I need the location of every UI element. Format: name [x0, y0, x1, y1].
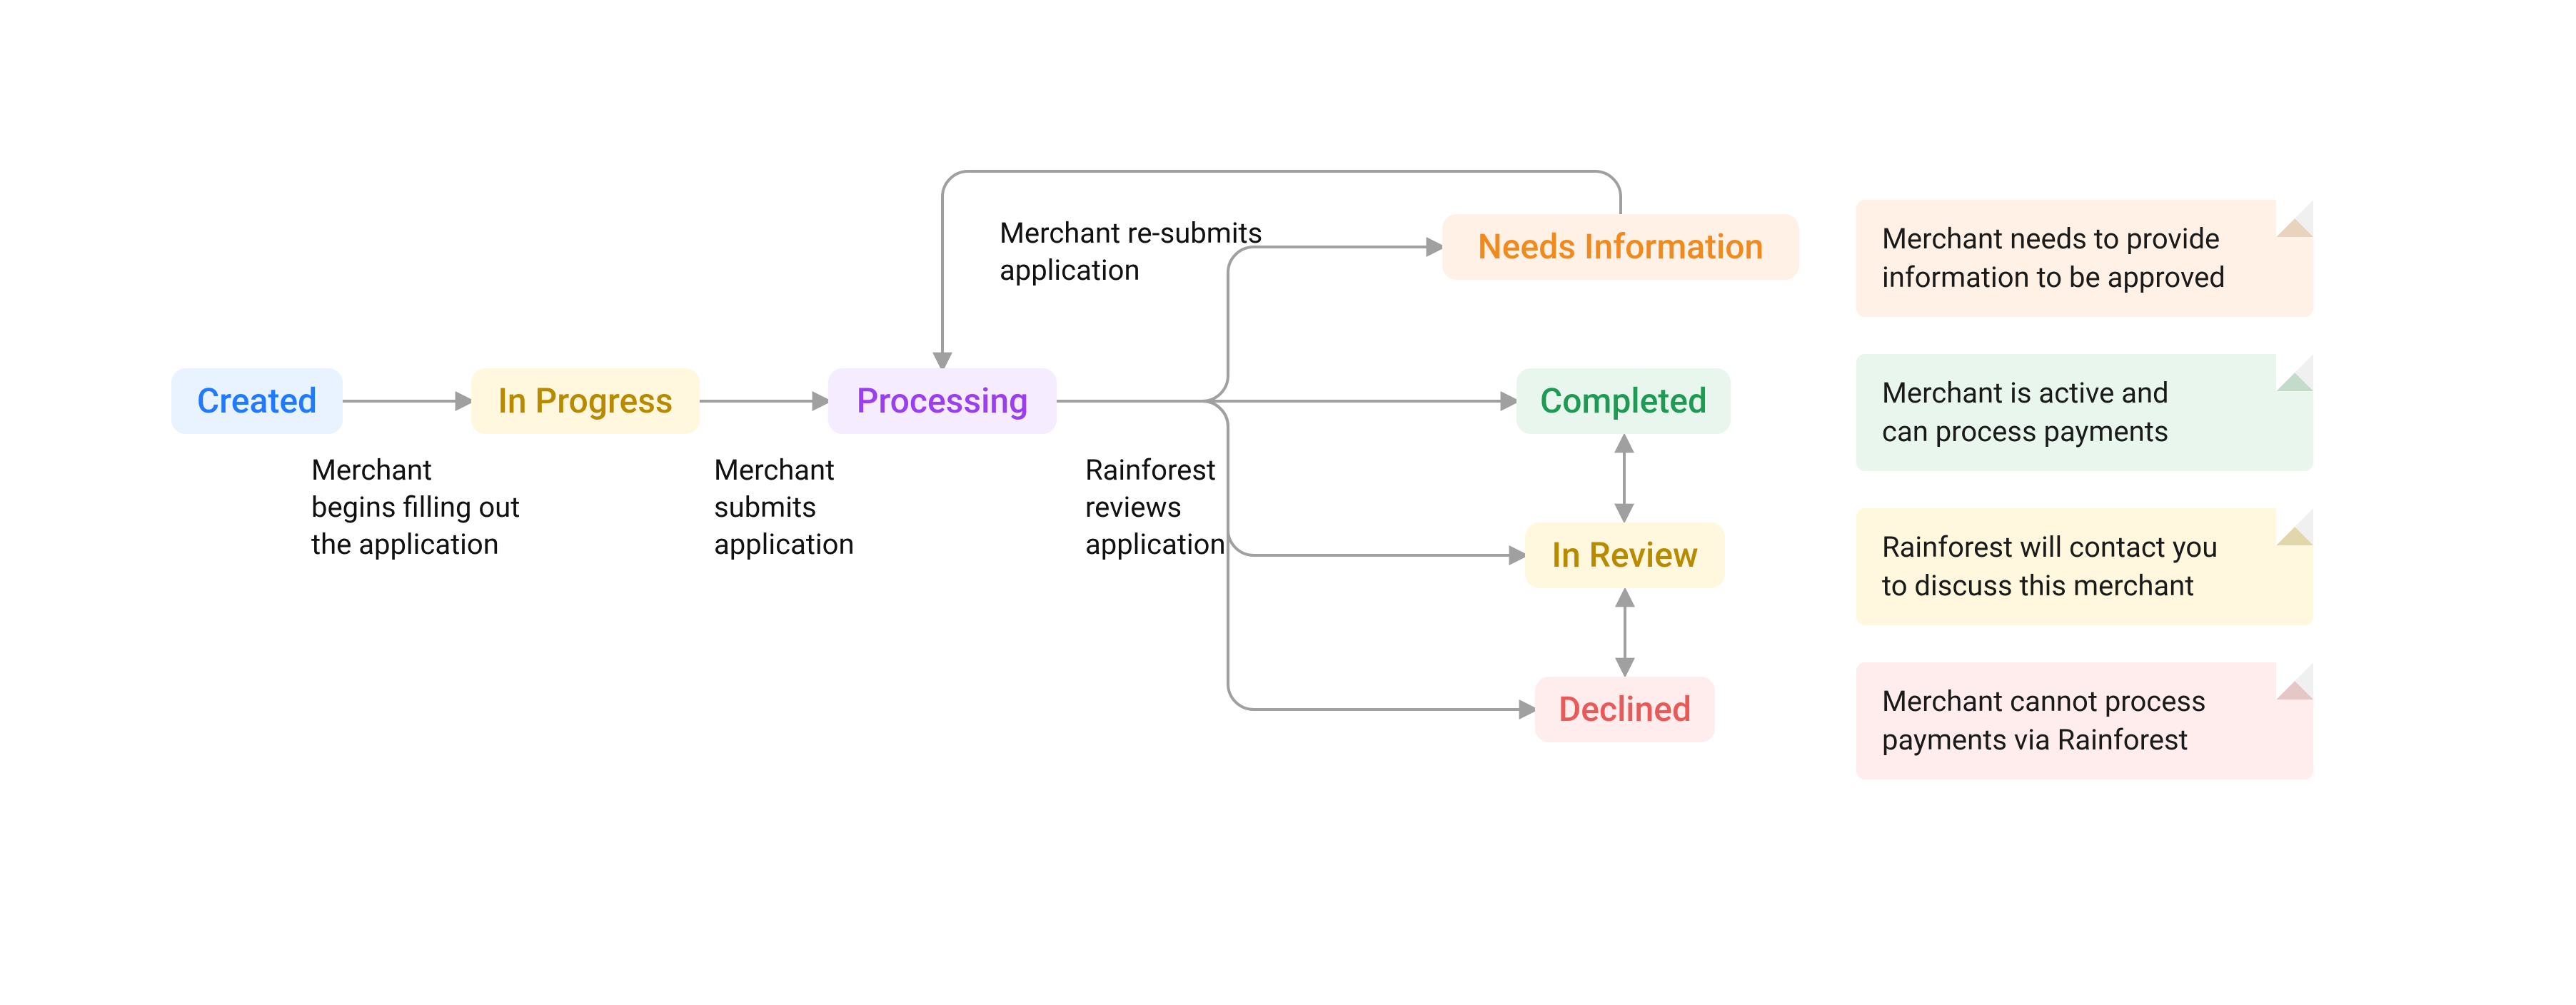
edge-label-2: Rainforestreviewsapplication [1085, 451, 1226, 562]
note-2: Rainforest will contact youto discuss th… [1856, 508, 2313, 625]
note-fold-0 [2276, 200, 2313, 237]
node-processing: Processing [828, 368, 1057, 434]
node-declined: Declined [1535, 677, 1715, 742]
node-completed: Completed [1516, 368, 1731, 434]
note-3: Merchant cannot processpayments via Rain… [1856, 662, 2313, 779]
note-fold-1 [2276, 354, 2313, 391]
flowchart-canvas: Created In Progress Processing Needs Inform… [0, 0, 2576, 1005]
note-1: Merchant is active andcan process paymen… [1856, 354, 2313, 471]
node-inreview: In Review [1525, 522, 1725, 588]
node-needsinfo: Needs Information [1442, 214, 1799, 280]
edge-label-1: Merchantsubmitsapplication [714, 451, 855, 562]
node-inprogress: In Progress [471, 368, 700, 434]
note-fold-3 [2276, 662, 2313, 700]
node-created: Created [171, 368, 343, 434]
edge-label-0: Merchantbegins filling outthe applicatio… [311, 451, 520, 562]
note-fold-2 [2276, 508, 2313, 545]
note-0: Merchant needs to provideinformation to … [1856, 200, 2313, 317]
edge-label-3: Merchant re-submitsapplication [1000, 214, 1262, 288]
